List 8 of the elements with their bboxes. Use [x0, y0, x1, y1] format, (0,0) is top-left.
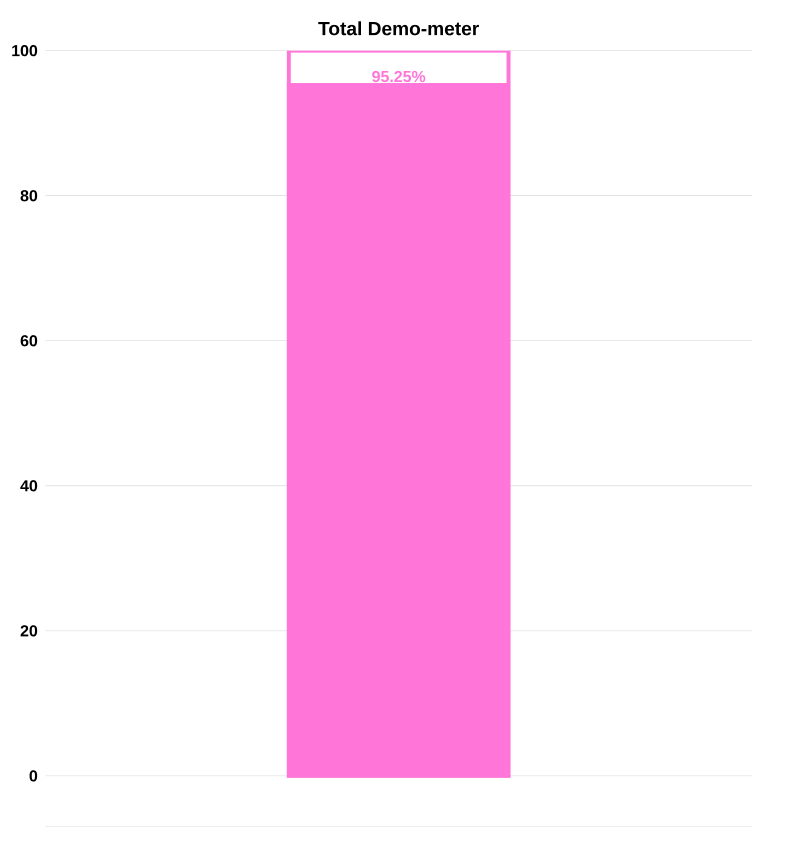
y-tick-label: 0 [30, 770, 38, 782]
y-tick-label: 40 [20, 480, 38, 492]
chart-title: Total Demo-meter [318, 21, 479, 36]
data-label: 95.25% [372, 70, 426, 82]
y-tick-label: 100 [12, 45, 38, 56]
y-tick-label: 20 [20, 625, 38, 636]
y-tick-label: 60 [20, 335, 38, 346]
y-tick-label: 80 [20, 190, 38, 202]
